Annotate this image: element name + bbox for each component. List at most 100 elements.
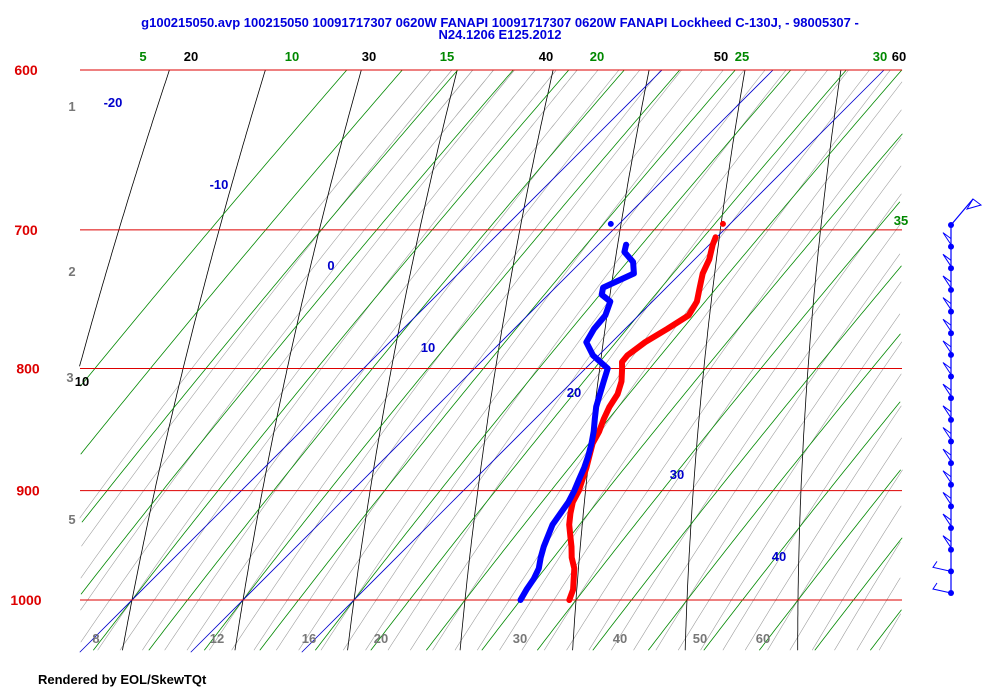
mixing-ratio-line — [80, 69, 514, 595]
isotherm-label: 0 — [327, 258, 334, 273]
mixing-ratio-line — [81, 69, 459, 523]
mixing-ratio-line — [259, 69, 736, 651]
isotherm-label: 20 — [567, 385, 581, 400]
mixing-ratio-line — [80, 69, 348, 387]
wind-barb-dot — [948, 373, 954, 380]
wind-barb-dot — [948, 460, 954, 467]
moist-adiabat-line — [209, 69, 641, 651]
dry-adiabat-label: 12 — [210, 631, 224, 646]
mixing-ratio-label: 20 — [590, 49, 604, 64]
mixing-ratio-line — [315, 69, 792, 651]
moist-adiabat-line — [298, 69, 724, 651]
wind-barb-dot — [948, 286, 954, 293]
isotherm-label: -10 — [210, 177, 229, 192]
dry-adiabat-line — [684, 69, 746, 651]
wind-flag — [942, 405, 952, 420]
dry-adiabat-label: 30 — [513, 631, 527, 646]
wind-barb-dot — [948, 330, 954, 337]
wind-barb-dot — [948, 438, 954, 445]
mixing-ratio-line — [426, 69, 903, 651]
side-gray-label: 1 — [68, 99, 75, 114]
wind-flag — [942, 427, 952, 442]
mixing-ratio-line — [148, 69, 625, 651]
moist-adiabat-line — [81, 69, 453, 547]
moist-adiabat-line — [142, 69, 578, 651]
mixing-ratio-line — [204, 69, 681, 651]
mixing-ratio-line — [80, 69, 403, 455]
side-gray-label: 2 — [68, 264, 75, 279]
moist-adiabat-line — [231, 69, 662, 651]
wind-barb — [932, 582, 952, 594]
wind-flag — [942, 470, 952, 485]
temperature-surface-dot — [719, 220, 726, 227]
wind-barb-dot — [948, 416, 954, 423]
pressure-label: 600 — [14, 62, 38, 78]
moist-adiabat-line — [722, 373, 902, 651]
wind-barb-dot — [948, 265, 954, 272]
moist-adiabat-line — [611, 221, 903, 651]
moist-adiabat-line — [677, 313, 901, 651]
dry-adiabat-line — [122, 69, 266, 651]
mixing-ratio-label: 5 — [139, 49, 146, 64]
isotherm-label: 30 — [670, 467, 684, 482]
wind-flag — [942, 535, 952, 550]
moist-adiabat-line — [164, 69, 599, 651]
wind-barb-dot — [948, 546, 954, 553]
dry-adiabat-line — [459, 69, 554, 651]
renderer-credit: Rendered by EOL/SkewTQt — [38, 672, 207, 687]
wind-barb-dot — [948, 308, 954, 315]
dry-adiabat-line — [797, 69, 842, 651]
wind-barb-dot — [948, 351, 954, 358]
mixing-ratio-line — [759, 469, 901, 651]
wind-flag — [942, 383, 952, 398]
wind-barb-dot — [948, 525, 954, 532]
isotherm-line — [190, 69, 774, 653]
isotherm-line — [79, 69, 663, 653]
wind-flag — [942, 492, 952, 507]
moist-adiabat-line — [276, 69, 703, 651]
wind-barb — [950, 198, 974, 226]
sounding-profiles — [517, 220, 726, 603]
mixing-ratio-line — [648, 333, 901, 651]
wind-barb-dot — [948, 395, 954, 402]
wind-barb-dot — [948, 481, 954, 488]
isotherm-lines — [79, 69, 885, 653]
chart-title-line-1: g100215050.avp 100215050 10091717307 062… — [141, 15, 859, 30]
dry-adiabat-line — [347, 69, 458, 651]
moist-adiabat-line — [454, 69, 870, 651]
mixing-ratio-label: 25 — [735, 49, 749, 64]
wind-flag — [942, 275, 952, 290]
wind-flag — [965, 198, 983, 210]
dry-adiabat-line — [234, 69, 362, 651]
mixing-ratio-label: 30 — [873, 49, 887, 64]
moist-adiabat-line — [119, 69, 557, 651]
pressure-label: 900 — [16, 483, 40, 499]
wind-flag — [942, 340, 952, 355]
mixing-ratio-line — [592, 265, 902, 651]
mixing-ratio-lines — [80, 69, 903, 651]
isobar-lines — [80, 69, 902, 601]
dry-adiabat-label: 50 — [693, 631, 707, 646]
moist-adiabat-line — [789, 469, 903, 651]
dry-adiabat-line — [79, 69, 170, 367]
pressure-label: 800 — [16, 360, 40, 376]
mixing-ratio-line — [870, 609, 902, 651]
side-gray-label: 3 — [66, 370, 73, 385]
dry-adiabat-label: 20 — [374, 631, 388, 646]
moist-adiabat-line — [767, 437, 902, 651]
moist-adiabat-line — [343, 69, 766, 651]
moist-adiabat-line — [387, 69, 808, 651]
moist-adiabat-line — [365, 69, 787, 651]
dry-adiabat-label: 8 — [92, 631, 99, 646]
moist-adiabat-line — [566, 165, 902, 651]
dry-adiabat-label: 60 — [756, 631, 770, 646]
moist-adiabat-line — [253, 69, 682, 651]
wind-flag — [942, 297, 952, 312]
dewpoint-surface-dot — [607, 220, 614, 227]
moist-adiabat-line — [320, 69, 745, 651]
wind-barb-dot — [948, 503, 954, 510]
wind-flag — [942, 232, 952, 247]
isotherm-line — [301, 69, 885, 653]
isotherm-label: 40 — [772, 549, 786, 564]
